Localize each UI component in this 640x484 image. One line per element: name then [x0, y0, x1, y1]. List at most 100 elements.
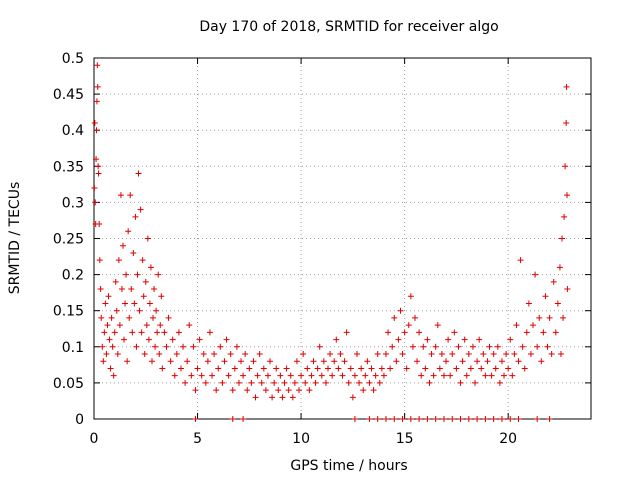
data-point — [318, 372, 325, 379]
data-point — [252, 394, 259, 401]
data-point — [192, 387, 199, 394]
data-point — [264, 372, 271, 379]
data-point — [492, 365, 499, 372]
data-point — [364, 358, 371, 365]
data-point — [498, 358, 505, 365]
data-point — [235, 379, 242, 386]
y-tick-label: 0.4 — [62, 123, 84, 139]
data-point — [151, 286, 158, 293]
data-point — [152, 343, 159, 350]
data-point — [333, 336, 340, 343]
data-point — [544, 343, 551, 350]
data-point — [304, 365, 311, 372]
data-point — [391, 314, 398, 321]
data-points — [91, 62, 571, 422]
data-point — [356, 379, 363, 386]
data-point — [387, 365, 394, 372]
data-point — [374, 351, 381, 358]
data-point — [106, 336, 113, 343]
data-point — [161, 329, 168, 336]
data-point — [414, 358, 421, 365]
x-axis-label: GPS time / hours — [290, 458, 407, 474]
data-point — [144, 235, 151, 242]
data-point — [175, 329, 182, 336]
data-point — [95, 163, 102, 170]
data-point — [488, 372, 495, 379]
data-point — [432, 343, 439, 350]
data-point — [281, 379, 288, 386]
data-point — [416, 329, 423, 336]
data-point — [219, 379, 226, 386]
data-point — [277, 372, 284, 379]
data-point — [142, 278, 149, 285]
data-point — [254, 372, 261, 379]
data-point — [513, 322, 520, 329]
data-point — [515, 416, 522, 422]
data-point — [132, 213, 139, 220]
data-point — [397, 307, 404, 314]
data-point — [461, 336, 468, 343]
data-point — [557, 351, 564, 358]
data-point — [426, 379, 433, 386]
data-point — [440, 372, 447, 379]
data-point — [198, 372, 205, 379]
data-point — [246, 365, 253, 372]
data-point — [145, 336, 152, 343]
data-point — [343, 329, 350, 336]
data-point — [91, 119, 98, 126]
data-point — [229, 387, 236, 394]
y-tick-label: 0.15 — [53, 304, 84, 320]
data-point — [115, 257, 122, 264]
data-point — [314, 365, 321, 372]
data-point — [349, 394, 356, 401]
data-point — [154, 329, 161, 336]
data-point — [134, 271, 141, 278]
data-point — [457, 379, 464, 386]
data-point — [217, 343, 224, 350]
data-point — [298, 372, 305, 379]
data-point — [362, 372, 369, 379]
data-point — [184, 358, 191, 365]
data-point — [335, 365, 342, 372]
data-point — [95, 170, 102, 177]
data-point — [457, 416, 464, 422]
data-point — [409, 343, 416, 350]
data-point — [546, 314, 553, 321]
data-point — [430, 372, 437, 379]
data-point — [469, 343, 476, 350]
data-point — [306, 387, 313, 394]
chart-title: Day 170 of 2018, SRMTID for receiver alg… — [199, 19, 498, 35]
data-point — [534, 416, 541, 422]
data-point — [465, 351, 472, 358]
data-point — [146, 300, 153, 307]
data-point — [242, 351, 249, 358]
data-point — [136, 307, 143, 314]
data-point — [498, 416, 505, 422]
data-point — [157, 322, 164, 329]
data-point — [316, 343, 323, 350]
data-point — [279, 394, 286, 401]
data-point — [407, 416, 414, 422]
x-tick-label: 10 — [292, 431, 310, 447]
data-point — [507, 416, 514, 422]
data-point — [405, 322, 412, 329]
data-point — [202, 379, 209, 386]
data-point — [523, 329, 530, 336]
data-point — [262, 387, 269, 394]
data-point — [130, 249, 137, 256]
data-point — [329, 372, 336, 379]
data-point — [525, 300, 532, 307]
data-point — [563, 192, 570, 199]
data-point — [494, 343, 501, 350]
data-point — [422, 365, 429, 372]
data-point — [225, 372, 232, 379]
data-point — [561, 213, 568, 220]
y-tick-label: 0.2 — [62, 268, 84, 284]
data-point — [482, 372, 489, 379]
data-point — [196, 336, 203, 343]
data-point — [559, 235, 566, 242]
data-point — [131, 300, 138, 307]
data-point — [289, 394, 296, 401]
data-point — [542, 293, 549, 300]
